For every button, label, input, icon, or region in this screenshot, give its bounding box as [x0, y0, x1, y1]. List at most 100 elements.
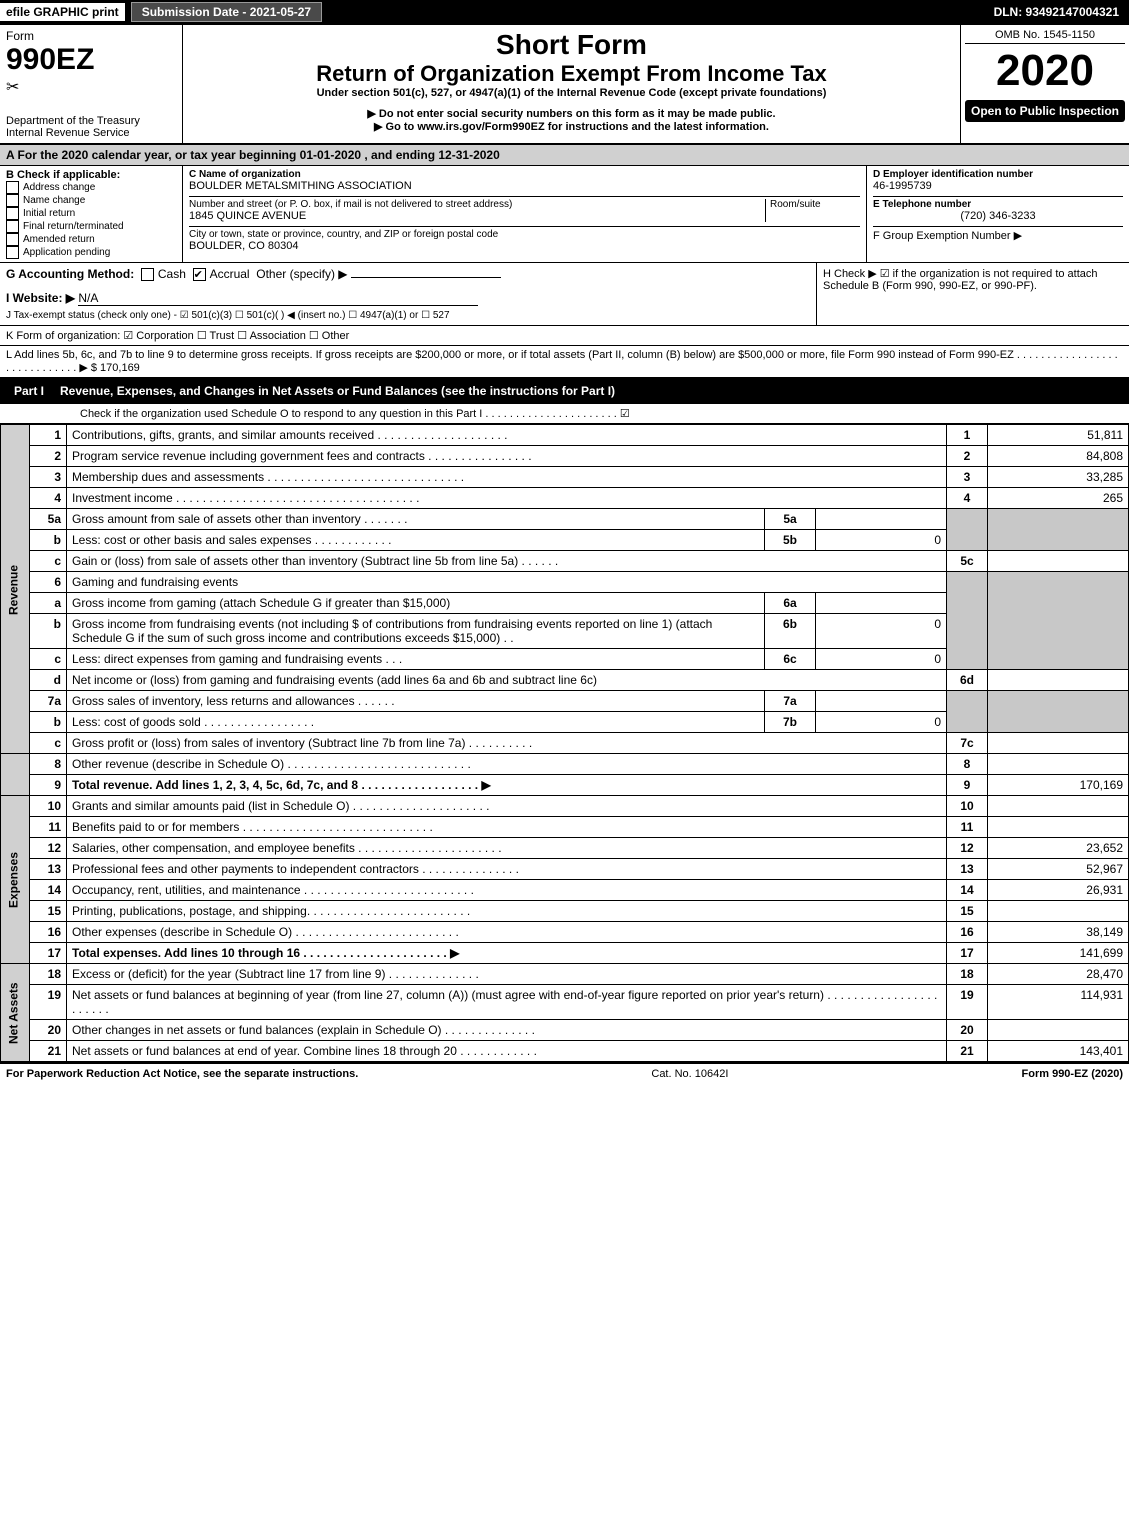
lbl-final-return: Final return/terminated	[23, 221, 124, 232]
sub-6c: 6c	[765, 649, 816, 670]
row-9: 9 Total revenue. Add lines 1, 2, 3, 4, 5…	[1, 775, 1129, 796]
tax-year: 2020	[965, 46, 1125, 96]
ln-3: 3	[947, 467, 988, 488]
sval-5b: 0	[816, 530, 947, 551]
no-18: 18	[30, 964, 67, 985]
form-word: Form	[6, 29, 176, 43]
ln-21: 21	[947, 1041, 988, 1062]
txt-5b: Less: cost or other basis and sales expe…	[67, 530, 765, 551]
no-14: 14	[30, 880, 67, 901]
ln-17: 17	[947, 943, 988, 964]
j-tax-exempt: J Tax-exempt status (check only one) - ☑…	[6, 310, 810, 321]
chk-accrual[interactable]	[193, 268, 206, 281]
row-17: 17 Total expenses. Add lines 10 through …	[1, 943, 1129, 964]
telephone: (720) 346-3233	[873, 210, 1123, 222]
no-17: 17	[30, 943, 67, 964]
no-5c: c	[30, 551, 67, 572]
submission-date-badge: Submission Date - 2021-05-27	[131, 2, 322, 22]
other-method-input[interactable]	[351, 277, 501, 278]
amt-4: 265	[988, 488, 1129, 509]
ln-6-grey	[947, 572, 988, 670]
lbl-address-change: Address change	[23, 182, 95, 193]
chk-final-return[interactable]	[6, 220, 19, 233]
no-7b: b	[30, 712, 67, 733]
txt-16: Other expenses (describe in Schedule O) …	[67, 922, 947, 943]
ln-12: 12	[947, 838, 988, 859]
chk-application-pending[interactable]	[6, 246, 19, 259]
no-10: 10	[30, 796, 67, 817]
no-7c: c	[30, 733, 67, 754]
chk-name-change[interactable]	[6, 194, 19, 207]
ssn-warning: ▶ Do not enter social security numbers o…	[187, 107, 956, 120]
amt-1: 51,811	[988, 425, 1129, 446]
lbl-initial-return: Initial return	[23, 208, 75, 219]
website-value: N/A	[78, 291, 478, 306]
row-1: Revenue 1 Contributions, gifts, grants, …	[1, 425, 1129, 446]
no-15: 15	[30, 901, 67, 922]
row-2: 2 Program service revenue including gove…	[1, 446, 1129, 467]
txt-21: Net assets or fund balances at end of ye…	[67, 1041, 947, 1062]
amt-19: 114,931	[988, 985, 1129, 1020]
part-1-header: Part I Revenue, Expenses, and Changes in…	[0, 378, 1129, 404]
no-5b: b	[30, 530, 67, 551]
ln-19: 19	[947, 985, 988, 1020]
room-suite-label: Room/suite	[765, 199, 860, 222]
ln-11: 11	[947, 817, 988, 838]
no-8: 8	[30, 754, 67, 775]
txt-6c: Less: direct expenses from gaming and fu…	[67, 649, 765, 670]
k-form-of-org: K Form of organization: ☑ Corporation ☐ …	[0, 326, 1129, 346]
chk-address-change[interactable]	[6, 181, 19, 194]
chk-amended-return[interactable]	[6, 233, 19, 246]
chk-cash[interactable]	[141, 268, 154, 281]
amt-6d	[988, 670, 1129, 691]
txt-11: Benefits paid to or for members . . . . …	[67, 817, 947, 838]
goto-link[interactable]: ▶ Go to www.irs.gov/Form990EZ for instru…	[187, 120, 956, 133]
dept-treasury: Department of the Treasury	[6, 115, 176, 127]
txt-13: Professional fees and other payments to …	[67, 859, 947, 880]
page-footer: For Paperwork Reduction Act Notice, see …	[0, 1062, 1129, 1084]
no-3: 3	[30, 467, 67, 488]
row-11: 11 Benefits paid to or for members . . .…	[1, 817, 1129, 838]
chk-initial-return[interactable]	[6, 207, 19, 220]
row-12: 12 Salaries, other compensation, and emp…	[1, 838, 1129, 859]
sval-6a	[816, 593, 947, 614]
side-revenue: Revenue	[1, 425, 30, 754]
row-13: 13 Professional fees and other payments …	[1, 859, 1129, 880]
ln-6d: 6d	[947, 670, 988, 691]
no-6: 6	[30, 572, 67, 593]
city-label: City or town, state or province, country…	[189, 229, 860, 240]
line-a-taxyear: A For the 2020 calendar year, or tax yea…	[0, 145, 1129, 166]
financial-table: Revenue 1 Contributions, gifts, grants, …	[0, 424, 1129, 1062]
no-6a: a	[30, 593, 67, 614]
sub-5a: 5a	[765, 509, 816, 530]
txt-5c: Gain or (loss) from sale of assets other…	[67, 551, 947, 572]
ln-7c: 7c	[947, 733, 988, 754]
txt-6a: Gross income from gaming (attach Schedul…	[67, 593, 765, 614]
ln-14: 14	[947, 880, 988, 901]
cat-no: Cat. No. 10642I	[358, 1068, 1021, 1080]
ln-20: 20	[947, 1020, 988, 1041]
row-4: 4 Investment income . . . . . . . . . . …	[1, 488, 1129, 509]
ln-2: 2	[947, 446, 988, 467]
ln-5ab-grey	[947, 509, 988, 551]
sub-6b: 6b	[765, 614, 816, 649]
ein: 46-1995739	[873, 180, 1123, 192]
ln-9: 9	[947, 775, 988, 796]
row-21: 21 Net assets or fund balances at end of…	[1, 1041, 1129, 1062]
return-title: Return of Organization Exempt From Incom…	[187, 61, 956, 87]
row-15: 15 Printing, publications, postage, and …	[1, 901, 1129, 922]
row-8: 8 Other revenue (describe in Schedule O)…	[1, 754, 1129, 775]
amt-11	[988, 817, 1129, 838]
topbar: efile GRAPHIC print Submission Date - 20…	[0, 0, 1129, 25]
no-6d: d	[30, 670, 67, 691]
amt-8	[988, 754, 1129, 775]
amt-2: 84,808	[988, 446, 1129, 467]
lbl-name-change: Name change	[23, 195, 85, 206]
efile-print-label[interactable]: efile GRAPHIC print	[0, 3, 127, 21]
row-g-h: G Accounting Method: Cash Accrual Other …	[0, 263, 1129, 326]
amt-21: 143,401	[988, 1041, 1129, 1062]
txt-1: Contributions, gifts, grants, and simila…	[67, 425, 947, 446]
ln-5c: 5c	[947, 551, 988, 572]
no-21: 21	[30, 1041, 67, 1062]
txt-3: Membership dues and assessments . . . . …	[67, 467, 947, 488]
